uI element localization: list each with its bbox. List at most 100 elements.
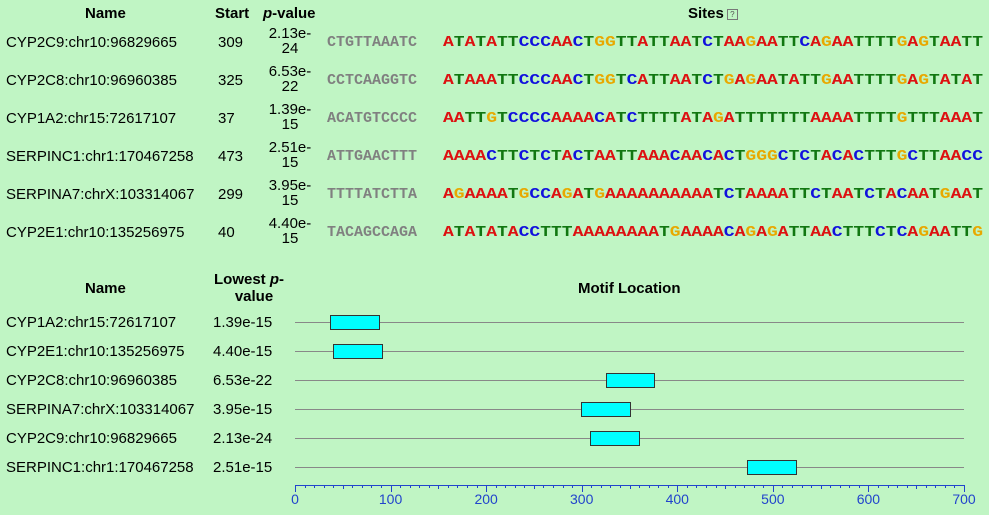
axis-minor-tick [457,485,459,488]
axis-minor-tick [734,485,736,488]
axis-minor-tick [954,485,956,488]
axis-minor-tick [610,485,612,488]
axis-minor-tick [858,485,860,488]
motif-site-box[interactable] [333,344,383,359]
axis-minor-tick [467,485,469,488]
site-row-sequence: AATTGTCCCCAAAACATCTTTTATAGATTTTTTTAAAATT… [443,110,983,127]
axis-minor-tick [820,485,822,489]
location-row-name: CYP1A2:chr15:72617107 [6,314,177,331]
site-row-start: 40 [218,224,235,241]
site-row-pvalue: 2.13e- 24 [268,25,312,57]
axis-major-tick [772,485,774,492]
axis-minor-tick [419,485,421,488]
axis-minor-tick [361,485,363,488]
axis-tick-label: 0 [291,491,299,507]
axis-tick-label: 100 [378,491,403,507]
site-row-flank: ACATGTCCCC [327,110,418,127]
axis-minor-tick [495,485,497,488]
axis-minor-tick [619,485,621,488]
sites-name-header: Name [85,5,126,22]
axis-minor-tick [629,485,631,489]
sites-header: Sites? [688,5,738,22]
site-row-flank: CTGTTAAATC [327,34,418,51]
site-row-name: SERPINC1:chr1:170467258 [6,148,194,165]
axis-tick-label: 400 [665,491,689,507]
axis-minor-tick [562,485,564,488]
axis-minor-tick [839,485,841,488]
axis-minor-tick [323,485,325,488]
axis-minor-tick [897,485,899,488]
site-row-pvalue: 1.39e- 15 [268,101,312,133]
motif-site-box[interactable] [330,315,381,330]
axis-minor-tick [935,485,937,488]
axis-minor-tick [533,485,535,489]
site-row-pvalue: 2.51e- 15 [268,139,312,171]
axis-minor-tick [342,485,344,489]
axis-minor-tick [658,485,660,488]
site-row-name: CYP2C9:chr10:96829665 [6,34,177,51]
location-row-name: CYP2E1:chr10:135256975 [6,343,185,360]
motif-site-box[interactable] [747,460,797,475]
location-row-pvalue: 6.53e-22 [213,372,273,389]
site-row-pvalue: 3.95e- 15 [268,177,312,209]
site-row-sequence: AGAAAATGCCAGATGAAAAAAAAAATCTAAAATTCTAATC… [443,186,983,203]
axis-major-tick [295,485,296,492]
motif-site-box[interactable] [590,431,641,446]
axis-minor-tick [572,485,574,488]
site-row-name: CYP2C8:chr10:96960385 [6,72,177,89]
axis-minor-tick [553,485,555,488]
axis-minor-tick [811,485,813,488]
site-row-name: SERPINA7:chrX:103314067 [6,186,195,203]
site-row-start: 299 [218,186,244,203]
axis-minor-tick [591,485,593,488]
site-row-flank: ATTGAACTTT [327,148,418,165]
site-row-flank: TTTTATCTTA [327,186,418,203]
axis-major-tick [581,485,583,492]
axis-tick-label: 300 [570,491,594,507]
location-name-header: Name [85,280,126,297]
axis-major-tick [390,485,392,492]
axis-minor-tick [725,485,727,489]
motif-site-box[interactable] [580,402,631,417]
location-row-pvalue: 3.95e-15 [213,401,273,418]
axis-minor-tick [715,485,717,488]
axis-minor-tick [782,485,784,488]
location-row-name: CYP2C9:chr10:96829665 [6,430,177,447]
axis-minor-tick [543,485,545,488]
help-icon[interactable]: ? [726,8,738,20]
lowest-pvalue-header: Lowest p- value [214,271,285,305]
axis-tick-label: 200 [474,491,498,507]
axis-minor-tick [916,485,918,489]
axis-minor-tick [877,485,879,488]
site-row-flank: TACAGCCAGA [327,224,418,241]
axis-minor-tick [944,485,946,488]
axis-minor-tick [830,485,832,488]
axis-minor-tick [428,485,430,488]
axis-minor-tick [648,485,650,488]
sequence-line [295,467,964,468]
sequence-line [295,351,964,352]
motif-site-box[interactable] [605,373,656,388]
axis-minor-tick [524,485,526,488]
axis-minor-tick [705,485,707,488]
location-row-name: SERPINA7:chrX:103314067 [6,401,195,418]
location-row-pvalue: 4.40e-15 [213,343,273,360]
site-row-sequence: ATATATACCTTTAAAAAAAATGAAAACAGAGATTAACTTT… [443,224,983,241]
axis-minor-tick [438,485,440,489]
axis-minor-tick [763,485,765,488]
location-row-pvalue: 1.39e-15 [213,314,273,331]
location-row-pvalue: 2.51e-15 [213,459,273,476]
axis-minor-tick [400,485,402,488]
axis-minor-tick [925,485,927,488]
axis-minor-tick [476,485,478,488]
axis-minor-tick [314,485,316,488]
site-row-pvalue: 6.53e- 22 [268,63,312,95]
axis-minor-tick [667,485,669,488]
site-row-start: 325 [218,72,244,89]
site-row-pvalue: 4.40e- 15 [268,215,312,247]
axis-minor-tick [514,485,516,488]
axis-major-tick [964,485,965,492]
axis-minor-tick [753,485,755,488]
axis-major-tick [868,485,870,492]
site-row-name: CYP1A2:chr15:72617107 [6,110,177,127]
